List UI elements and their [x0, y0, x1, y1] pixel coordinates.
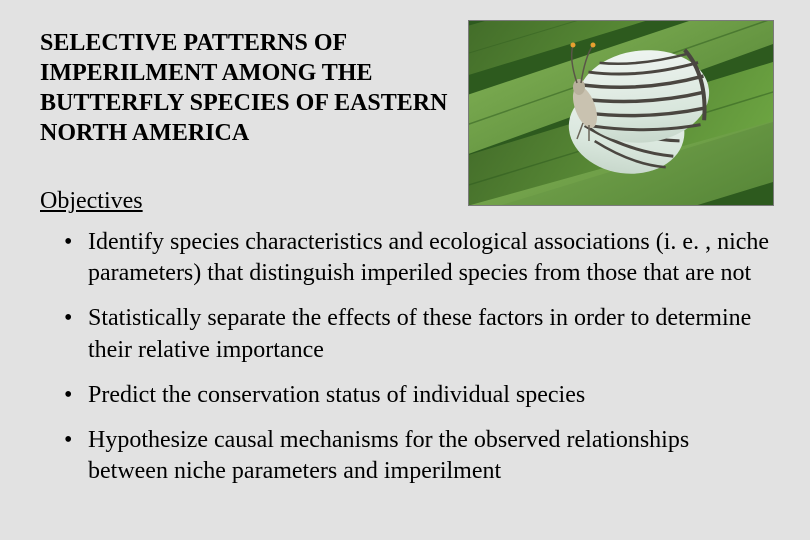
slide-title: SELECTIVE PATTERNS OF IMPERILMENT AMONG …	[40, 28, 450, 148]
list-item: Identify species characteristics and eco…	[52, 227, 770, 289]
objectives-list: Identify species characteristics and eco…	[40, 227, 770, 487]
list-item: Hypothesize causal mechanisms for the ob…	[52, 425, 770, 487]
butterfly-photo	[468, 20, 774, 206]
list-item: Predict the conservation status of indiv…	[52, 380, 770, 411]
list-item: Statistically separate the effects of th…	[52, 303, 770, 365]
